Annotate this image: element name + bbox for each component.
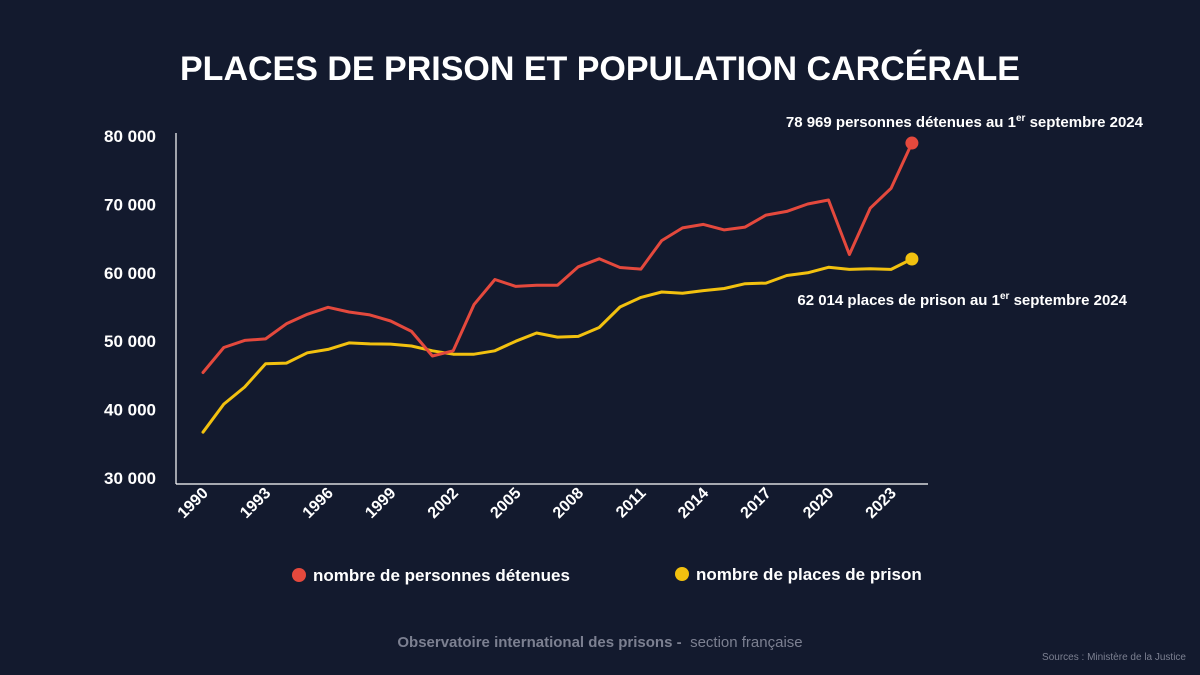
y-tick-label: 70 000 xyxy=(104,195,156,214)
annotations: 78 969 personnes détenues au 1er septemb… xyxy=(786,113,1144,309)
annotation-detenus: 78 969 personnes détenues au 1er septemb… xyxy=(786,113,1144,131)
x-tick-label: 2023 xyxy=(863,485,900,522)
x-tick-label: 1990 xyxy=(175,485,212,522)
legend-marker-detenus xyxy=(292,568,306,582)
legend-label-places: nombre de places de prison xyxy=(696,565,922,584)
series-line-detenus xyxy=(201,141,914,374)
footer-org: Observatoire international des prisons - xyxy=(397,634,681,651)
x-tick-label: 1999 xyxy=(362,485,399,522)
annotation-places: 62 014 places de prison au 1er septembre… xyxy=(797,291,1127,309)
y-tick-label: 30 000 xyxy=(104,469,156,488)
end-marker-places xyxy=(905,252,919,266)
y-axis-ticks: 30 000 40 000 50 000 60 000 70 000 80 000 xyxy=(104,127,156,488)
end-marker-detenus xyxy=(905,136,919,150)
legend: nombre de personnes détenues nombre de p… xyxy=(292,565,922,585)
y-tick-label: 40 000 xyxy=(104,401,156,420)
series-layer xyxy=(201,136,919,434)
x-axis-ticks: 1990 1993 1996 1999 2002 2005 2008 2011 2014 2017… xyxy=(175,485,900,522)
x-tick-label: 2005 xyxy=(487,485,524,522)
x-tick-label: 2011 xyxy=(613,485,650,522)
x-tick-label: 2008 xyxy=(550,485,587,522)
y-tick-label: 50 000 xyxy=(104,332,156,351)
y-tick-label: 60 000 xyxy=(104,264,156,283)
footer-source: Sources : Ministère de la Justice xyxy=(1042,652,1186,663)
legend-label-detenus: nombre de personnes détenues xyxy=(313,566,570,585)
footer-section: section française xyxy=(690,634,803,651)
chart-title: PLACES DE PRISON ET POPULATION CARCÉRALE xyxy=(180,50,1020,88)
y-tick-label: 80 000 xyxy=(104,127,156,146)
x-tick-label: 1993 xyxy=(237,485,274,522)
x-tick-label: 1996 xyxy=(300,485,337,522)
series-line-places xyxy=(201,257,914,434)
footer-credit: Observatoire international des prisons -… xyxy=(397,634,802,651)
x-tick-label: 2014 xyxy=(675,485,712,522)
axes xyxy=(175,133,928,485)
x-tick-label: 2020 xyxy=(800,485,837,522)
legend-marker-places xyxy=(675,567,689,581)
x-tick-label: 2017 xyxy=(738,485,775,522)
x-tick-label: 2002 xyxy=(425,485,462,522)
